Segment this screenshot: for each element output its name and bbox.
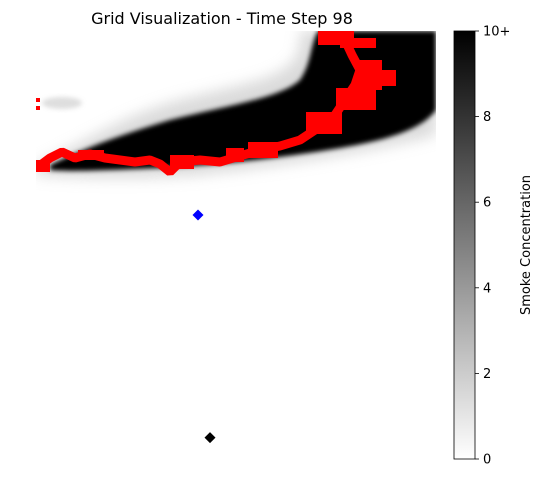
- colorbar-label: Smoke Concentration: [519, 175, 534, 315]
- colorbar-tick-label: 4: [483, 281, 491, 296]
- colorbar-tick-label: 0: [483, 453, 491, 468]
- colorbar-tick-label: 6: [483, 196, 491, 211]
- colorbar: 0 2 4 6 8 10+ Smoke Concentration: [453, 25, 534, 468]
- chart-title: Grid Visualization - Time Step 98: [91, 9, 353, 28]
- blue-diamond-marker: [192, 209, 204, 221]
- smoke-plume: [50, 31, 436, 171]
- fire-front: [36, 31, 396, 176]
- colorbar-tick-label: 2: [483, 367, 491, 382]
- colorbar-tick-label: 8: [483, 110, 491, 125]
- black-diamond-marker: [204, 432, 216, 444]
- smoke-wisp: [42, 97, 82, 109]
- heatmap-area: [36, 31, 436, 459]
- colorbar-tick-label: 10+: [483, 25, 510, 40]
- colorbar-gradient: [453, 30, 476, 460]
